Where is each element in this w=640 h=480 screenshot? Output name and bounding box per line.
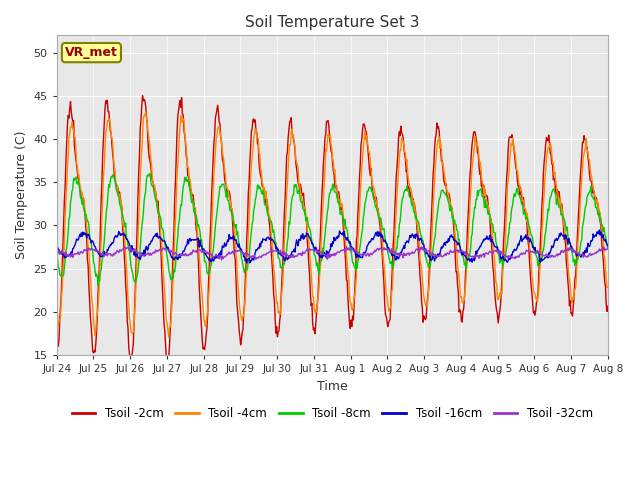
Tsoil -8cm	[401, 188, 408, 193]
Tsoil -32cm	[120, 247, 127, 252]
Tsoil -16cm	[595, 227, 603, 233]
Tsoil -16cm	[400, 243, 408, 249]
Tsoil -16cm	[175, 252, 183, 257]
Tsoil -4cm	[120, 225, 127, 230]
Tsoil -16cm	[604, 243, 612, 249]
Tsoil -16cm	[243, 260, 251, 266]
Tsoil -32cm	[63, 253, 70, 259]
Tsoil -2cm	[417, 282, 424, 288]
Tsoil -32cm	[175, 253, 183, 259]
Tsoil -2cm	[53, 344, 61, 349]
Line: Tsoil -32cm: Tsoil -32cm	[57, 246, 608, 260]
Tsoil -2cm	[177, 105, 185, 110]
Tsoil -4cm	[177, 113, 185, 119]
Tsoil -8cm	[53, 252, 61, 258]
Tsoil -32cm	[342, 243, 350, 249]
Tsoil -2cm	[206, 238, 214, 244]
Tsoil -2cm	[401, 151, 408, 157]
X-axis label: Time: Time	[317, 380, 348, 393]
Tsoil -8cm	[177, 202, 185, 207]
Tsoil -8cm	[146, 170, 154, 176]
Line: Tsoil -2cm: Tsoil -2cm	[57, 96, 608, 365]
Tsoil -2cm	[63, 141, 70, 146]
Tsoil -32cm	[604, 245, 612, 251]
Tsoil -4cm	[164, 334, 172, 340]
Tsoil -2cm	[120, 233, 127, 239]
Tsoil -32cm	[401, 252, 408, 258]
Line: Tsoil -8cm: Tsoil -8cm	[57, 173, 608, 286]
Tsoil -16cm	[63, 253, 70, 259]
Legend: Tsoil -2cm, Tsoil -4cm, Tsoil -8cm, Tsoil -16cm, Tsoil -32cm: Tsoil -2cm, Tsoil -4cm, Tsoil -8cm, Tsoi…	[67, 402, 598, 425]
Tsoil -8cm	[63, 244, 70, 250]
Tsoil -8cm	[120, 219, 128, 225]
Tsoil -32cm	[53, 249, 61, 255]
Tsoil -4cm	[401, 149, 408, 155]
Y-axis label: Soil Temperature (C): Soil Temperature (C)	[15, 131, 28, 259]
Tsoil -2cm	[127, 362, 135, 368]
Tsoil -16cm	[416, 236, 424, 241]
Tsoil -8cm	[94, 283, 102, 288]
Tsoil -32cm	[218, 257, 225, 263]
Tsoil -4cm	[53, 314, 61, 320]
Tsoil -4cm	[604, 285, 612, 290]
Tsoil -16cm	[205, 256, 212, 262]
Tsoil -32cm	[417, 247, 424, 252]
Text: VR_met: VR_met	[65, 46, 118, 59]
Tsoil -4cm	[142, 109, 150, 115]
Tsoil -2cm	[604, 303, 612, 309]
Line: Tsoil -16cm: Tsoil -16cm	[57, 230, 608, 263]
Tsoil -8cm	[604, 246, 612, 252]
Tsoil -32cm	[205, 251, 212, 257]
Tsoil -4cm	[206, 270, 214, 276]
Tsoil -16cm	[53, 243, 61, 249]
Tsoil -2cm	[139, 93, 147, 98]
Title: Soil Temperature Set 3: Soil Temperature Set 3	[245, 15, 419, 30]
Tsoil -8cm	[206, 267, 214, 273]
Tsoil -16cm	[120, 230, 127, 236]
Tsoil -4cm	[63, 182, 70, 188]
Tsoil -8cm	[417, 232, 424, 238]
Tsoil -4cm	[417, 261, 424, 267]
Line: Tsoil -4cm: Tsoil -4cm	[57, 112, 608, 337]
